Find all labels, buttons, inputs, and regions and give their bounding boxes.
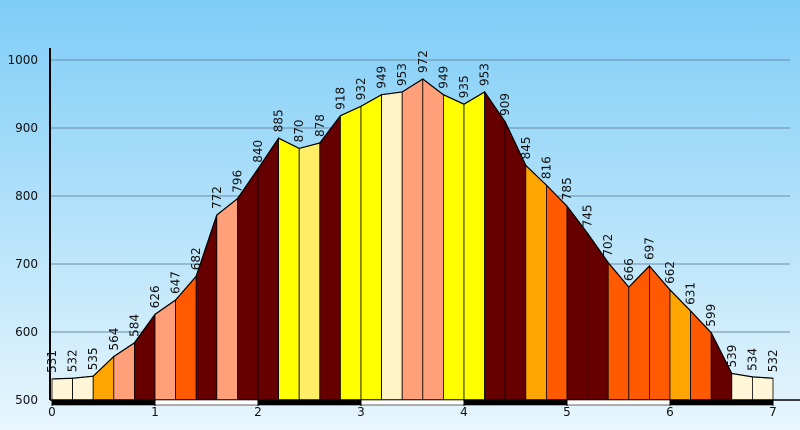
elevation-value-label: 647 <box>169 271 183 294</box>
elevation-value-label: 785 <box>560 177 574 200</box>
elevation-segment <box>381 91 403 401</box>
elevation-segment <box>525 164 547 401</box>
elevation-segment <box>216 197 238 401</box>
elevation-value-label: 935 <box>457 75 471 98</box>
x-tick-label: 6 <box>666 405 674 419</box>
elevation-segment <box>51 377 73 401</box>
elevation-segment <box>731 373 753 401</box>
elevation-segment <box>360 93 382 401</box>
elevation-segment <box>72 375 94 401</box>
elevation-value-label: 796 <box>230 170 244 193</box>
elevation-segment <box>752 376 774 401</box>
elevation-value-label: 878 <box>313 114 327 137</box>
x-tick-label: 5 <box>563 405 571 419</box>
elevation-value-label: 949 <box>375 66 389 89</box>
elevation-segment <box>257 136 279 401</box>
elevation-value-label: 932 <box>354 77 368 100</box>
elevation-segment <box>628 265 650 401</box>
elevation-segment <box>401 78 424 401</box>
elevation-value-label: 631 <box>684 282 698 305</box>
elevation-value-label: 539 <box>725 345 739 368</box>
elevation-segment <box>422 78 444 401</box>
elevation-segment <box>546 184 568 401</box>
elevation-value-label: 702 <box>601 234 615 257</box>
elevation-segment <box>463 91 485 401</box>
elevation-value-label: 599 <box>704 304 718 327</box>
elevation-segments <box>51 78 774 401</box>
distance-scale-segment <box>51 399 156 406</box>
elevation-value-label: 909 <box>498 93 512 116</box>
elevation-segment <box>319 114 341 401</box>
elevation-segment <box>278 137 300 401</box>
y-tick-label: 900 <box>15 121 38 135</box>
elevation-value-label: 745 <box>581 204 595 227</box>
elevation-value-label: 535 <box>86 347 100 370</box>
elevation-value-label: 532 <box>66 349 80 372</box>
x-tick-label: 4 <box>460 405 468 419</box>
y-tick-label: 600 <box>15 325 38 339</box>
elevation-segment <box>298 142 321 401</box>
x-tick-labels: 0 1 2 3 4 5 6 7 <box>48 400 777 419</box>
elevation-value-label: 870 <box>292 119 306 142</box>
distance-scale-segment <box>360 399 465 406</box>
axes <box>49 48 800 406</box>
x-tick-label: 2 <box>254 405 262 419</box>
y-tick-label: 800 <box>15 189 38 203</box>
value-labels: 531 532 535 564 584 626 647 682 772 796 840 885 870 8… <box>45 50 780 373</box>
elevation-value-label: 682 <box>189 247 203 270</box>
x-tick-label: 0 <box>48 405 56 419</box>
elevation-value-label: 845 <box>519 136 533 159</box>
elevation-value-label: 918 <box>333 87 347 110</box>
elevation-value-label: 772 <box>210 186 224 209</box>
elevation-value-label: 697 <box>642 237 656 260</box>
elevation-segment <box>504 121 527 401</box>
distance-scale-segment <box>257 399 362 406</box>
elevation-value-label: 840 <box>251 140 265 163</box>
elevation-value-label: 972 <box>416 50 430 73</box>
elevation-outline <box>51 78 774 380</box>
elevation-value-label: 626 <box>148 285 162 308</box>
elevation-segment <box>443 94 465 401</box>
elevation-value-label: 531 <box>45 350 59 373</box>
x-tick-label: 3 <box>357 405 365 419</box>
y-tick-label: 700 <box>15 257 38 271</box>
y-tick-label: 500 <box>15 393 38 407</box>
y-tick-label: 1000 <box>7 53 38 67</box>
elevation-segment <box>566 205 588 401</box>
elevation-value-label: 534 <box>745 348 759 371</box>
elevation-value-label: 816 <box>539 156 553 179</box>
y-tick-labels: 500 600 700 800 900 1000 <box>7 53 38 407</box>
elevation-value-label: 885 <box>272 109 286 132</box>
elevation-value-label: 949 <box>436 66 450 89</box>
distance-scale-segment <box>463 399 568 406</box>
distance-scale-segment <box>669 399 774 406</box>
x-tick-label: 7 <box>769 405 777 419</box>
elevation-value-label: 532 <box>766 349 780 372</box>
elevation-segment <box>237 167 259 401</box>
distance-scale-segment <box>566 399 671 406</box>
distance-scale-segment <box>154 399 259 406</box>
elevation-segment <box>340 105 362 401</box>
elevation-value-label: 584 <box>127 314 141 337</box>
elevation-value-label: 666 <box>622 258 636 281</box>
elevation-value-label: 564 <box>107 328 121 351</box>
x-tick-label: 1 <box>151 405 159 419</box>
elevation-segment <box>154 299 176 401</box>
elevation-value-label: 662 <box>663 261 677 284</box>
elevation-value-label: 953 <box>478 63 492 86</box>
elevation-segment <box>484 90 506 401</box>
elevation-value-label: 953 <box>395 63 409 86</box>
